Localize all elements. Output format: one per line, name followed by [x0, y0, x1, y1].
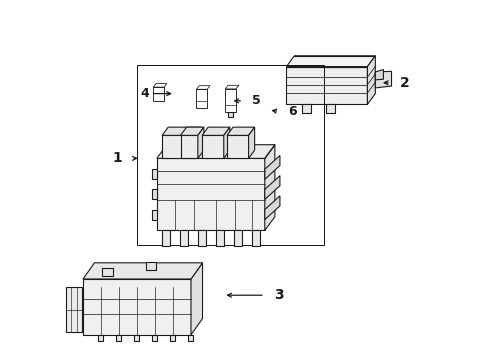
Text: 5: 5: [252, 94, 261, 107]
Polygon shape: [252, 230, 260, 246]
Bar: [196, 89, 207, 108]
Polygon shape: [116, 335, 121, 341]
Polygon shape: [66, 287, 82, 332]
Polygon shape: [157, 158, 265, 230]
Polygon shape: [286, 56, 375, 67]
Text: 3: 3: [274, 288, 283, 302]
Polygon shape: [102, 268, 113, 276]
Polygon shape: [265, 145, 275, 230]
Polygon shape: [162, 230, 170, 246]
Polygon shape: [191, 263, 202, 335]
Polygon shape: [375, 71, 392, 88]
Polygon shape: [265, 196, 280, 220]
Polygon shape: [195, 127, 200, 158]
Polygon shape: [248, 127, 255, 158]
Polygon shape: [368, 56, 375, 104]
Polygon shape: [228, 112, 233, 117]
Polygon shape: [83, 279, 191, 335]
Polygon shape: [188, 335, 193, 341]
Polygon shape: [157, 145, 275, 158]
Polygon shape: [170, 335, 175, 341]
Polygon shape: [265, 176, 280, 199]
Bar: [225, 89, 236, 112]
Polygon shape: [180, 230, 188, 246]
Polygon shape: [152, 169, 157, 179]
Polygon shape: [375, 69, 383, 80]
Polygon shape: [98, 335, 103, 341]
Polygon shape: [180, 127, 204, 135]
Text: 2: 2: [400, 76, 410, 90]
Text: 6: 6: [288, 105, 297, 118]
Polygon shape: [152, 189, 157, 199]
Polygon shape: [227, 127, 255, 135]
Polygon shape: [146, 262, 156, 270]
Bar: [153, 87, 164, 101]
Polygon shape: [216, 230, 224, 246]
Polygon shape: [83, 263, 202, 279]
Polygon shape: [162, 127, 200, 135]
Polygon shape: [152, 210, 157, 220]
Text: 4: 4: [141, 87, 149, 100]
Polygon shape: [134, 335, 139, 341]
Polygon shape: [265, 156, 280, 179]
Polygon shape: [286, 67, 368, 104]
Polygon shape: [234, 230, 242, 246]
Polygon shape: [326, 104, 336, 113]
Polygon shape: [224, 127, 230, 158]
Polygon shape: [302, 104, 311, 113]
Polygon shape: [198, 127, 204, 158]
Polygon shape: [202, 127, 230, 135]
Bar: [137, 65, 324, 245]
Polygon shape: [152, 335, 157, 341]
Polygon shape: [162, 135, 195, 158]
Polygon shape: [197, 230, 206, 246]
Polygon shape: [202, 135, 224, 158]
Polygon shape: [180, 135, 198, 158]
Text: 1: 1: [113, 152, 122, 165]
Polygon shape: [227, 135, 248, 158]
